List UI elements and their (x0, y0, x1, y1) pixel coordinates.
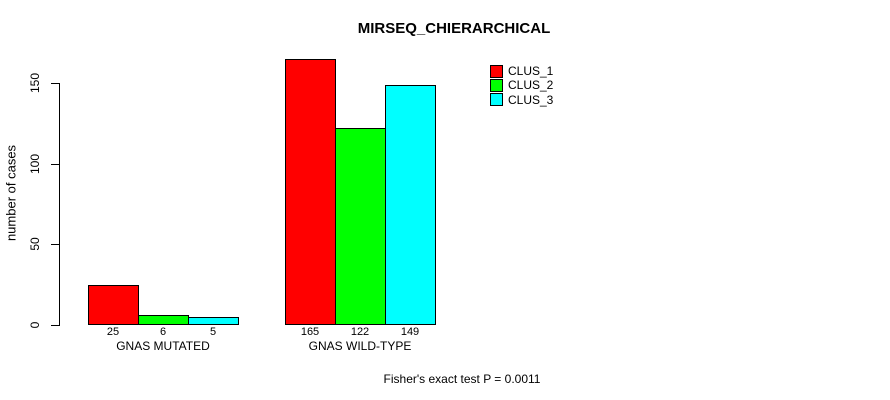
legend-label-clus-2: CLUS_2 (508, 78, 554, 93)
y-tick (51, 83, 59, 84)
legend-row-clus-2: CLUS_2 (490, 78, 610, 92)
bar-clus_2-gnas-wild-type (335, 128, 386, 325)
bar-clus_3-gnas-mutated (188, 316, 239, 325)
bar-clus_1-gnas-wild-type (285, 58, 336, 325)
y-axis-line (59, 83, 60, 326)
bar-value-label: 149 (400, 326, 420, 338)
y-tick (51, 325, 59, 326)
legend-swatch-clus-1-icon (490, 64, 503, 78)
y-tick (51, 244, 59, 246)
legend-label-clus-1: CLUS_1 (508, 64, 554, 79)
bar-value-label: 165 (300, 326, 320, 338)
legend-swatch-clus-3-icon (490, 93, 503, 107)
bar-value-label: 5 (209, 326, 217, 338)
bar-value-label: 122 (350, 326, 370, 338)
bar-value-label: 25 (106, 326, 120, 338)
y-tick-label: 0 (28, 321, 42, 329)
legend-label-clus-3: CLUS_3 (508, 92, 554, 107)
y-tick (51, 163, 59, 165)
x-category-label: GNAS MUTATED (116, 339, 210, 353)
legend-row-clus-1: CLUS_1 (490, 64, 610, 78)
legend-swatch-clus-2-icon (490, 78, 503, 92)
bar-clus_2-gnas-mutated (138, 315, 189, 325)
x-category-label: GNAS WILD-TYPE (308, 339, 412, 353)
bar-value-label: 6 (159, 326, 167, 338)
fisher-test-annotation: Fisher's exact test P = 0.0011 (383, 372, 541, 386)
y-tick-label: 150 (28, 72, 42, 94)
legend: CLUS_1 CLUS_2 CLUS_3 (490, 64, 610, 107)
chart-title: MIRSEQ_CHIERARCHICAL (357, 20, 551, 37)
bar-clus_1-gnas-mutated (88, 284, 139, 325)
bar-clus_3-gnas-wild-type (385, 84, 436, 325)
y-tick-label: 100 (28, 153, 42, 174)
legend-row-clus-3: CLUS_3 (490, 93, 610, 107)
y-axis-title: number of cases (3, 144, 19, 242)
y-tick-label: 50 (28, 237, 42, 252)
